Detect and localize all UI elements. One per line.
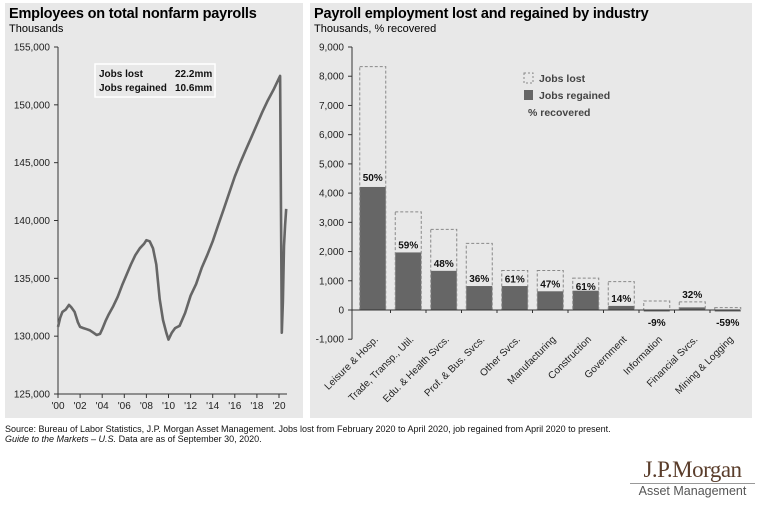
- bar-regained: [572, 290, 599, 310]
- pct-recovered-label: -59%: [716, 318, 739, 329]
- y-tick-label: 2,000: [319, 247, 344, 258]
- pct-recovered-label: 59%: [398, 240, 418, 251]
- y-tick-label: 4,000: [319, 189, 344, 200]
- left-chart-title: Employees on total nonfarm payrolls: [9, 6, 257, 22]
- pct-recovered-label: 48%: [434, 259, 454, 270]
- y-tick-label: 125,000: [14, 390, 51, 401]
- date-text: Data are as of September 30, 2020.: [116, 434, 262, 444]
- annotation-value: 22.2mm: [175, 69, 212, 80]
- x-tick-label: '00: [51, 401, 64, 412]
- y-tick-label: 5,000: [319, 159, 344, 170]
- bar-regained: [501, 286, 528, 310]
- logo-main-text: J.P.Morgan: [630, 458, 755, 484]
- x-tick-label: '08: [140, 401, 153, 412]
- y-tick-label: 8,000: [319, 72, 344, 83]
- bar-lost: [430, 228, 458, 311]
- category-label: Edu. & Health Svcs.: [381, 334, 452, 405]
- guide-text: Guide to the Markets – U.S.: [5, 434, 117, 444]
- source-text: Source: Bureau of Labor Statistics, J.P.…: [5, 424, 611, 434]
- bar-lost: [536, 270, 564, 311]
- jpmorgan-logo: J.P.Morgan Asset Management: [630, 458, 755, 499]
- x-tick-label: '04: [96, 401, 109, 412]
- x-tick-label: '14: [206, 401, 219, 412]
- category-label: Trade, Transp., Util.: [347, 334, 417, 404]
- pct-recovered-label: 61%: [576, 282, 596, 293]
- payroll-line: [56, 74, 288, 341]
- x-tick-label: '02: [74, 401, 87, 412]
- category-label: Prof. & Bus. Svcs.: [423, 334, 488, 399]
- legend-label-jobs-lost: Jobs lost: [539, 73, 586, 85]
- bar-regained: [714, 310, 741, 312]
- bar-regained: [359, 186, 386, 310]
- x-tick-label: '18: [250, 401, 263, 412]
- y-tick-label: 155,000: [14, 43, 51, 54]
- pct-recovered-label: 36%: [469, 274, 489, 285]
- right-chart-title: Payroll employment lost and regained by …: [314, 6, 649, 22]
- pct-recovered-label: 14%: [611, 294, 631, 305]
- y-tick-label: 9,000: [319, 43, 344, 54]
- bar-regained: [466, 286, 493, 310]
- footnote: Source: Bureau of Labor Statistics, J.P.…: [5, 424, 625, 444]
- bar-regained: [608, 305, 635, 310]
- legend-label-jobs-regained: Jobs regained: [539, 90, 610, 102]
- y-tick-label: 6,000: [319, 130, 344, 141]
- x-tick-label: '20: [272, 401, 285, 412]
- y-tick-label: 150,000: [14, 100, 51, 111]
- annotation-label: Jobs regained: [99, 83, 167, 94]
- y-tick-label: 145,000: [14, 158, 51, 169]
- x-tick-label: '06: [118, 401, 131, 412]
- y-tick-label: 135,000: [14, 274, 51, 285]
- x-tick-label: '12: [184, 401, 197, 412]
- right-chart-subtitle: Thousands, % recovered: [314, 23, 437, 35]
- y-tick-label: 7,000: [319, 101, 344, 112]
- x-tick-label: '16: [228, 401, 241, 412]
- y-tick-label: 130,000: [14, 332, 51, 343]
- annotation-box: [94, 63, 216, 98]
- pct-recovered-label: 47%: [540, 279, 560, 290]
- annotation-value: 10.6mm: [175, 83, 212, 94]
- y-tick-label: -1,000: [316, 335, 345, 346]
- legend-label-pct-recovered: % recovered: [528, 107, 590, 119]
- annotation-label: Jobs lost: [99, 69, 144, 80]
- y-tick-label: 1,000: [319, 276, 344, 287]
- y-tick-label: 140,000: [14, 216, 51, 227]
- logo-sub-text: Asset Management: [638, 484, 747, 498]
- pct-recovered-label: 61%: [505, 275, 525, 286]
- legend-swatch-jobs-regained: [524, 90, 533, 100]
- bar-lost: [643, 300, 671, 311]
- x-tick-label: '10: [162, 401, 175, 412]
- legend-swatch-jobs-lost: [523, 72, 534, 84]
- bar-regained: [643, 310, 670, 312]
- bar-regained: [679, 307, 706, 310]
- pct-recovered-label: 50%: [363, 173, 383, 184]
- y-tick-label: 0: [338, 306, 344, 317]
- pct-recovered-label: -9%: [648, 318, 666, 329]
- y-tick-label: 3,000: [319, 218, 344, 229]
- bar-lost: [501, 270, 529, 311]
- bar-regained: [537, 291, 564, 310]
- pct-recovered-label: 32%: [682, 290, 702, 301]
- bar-regained: [430, 270, 457, 310]
- left-chart-subtitle: Thousands: [9, 23, 64, 35]
- bar-regained: [395, 252, 422, 310]
